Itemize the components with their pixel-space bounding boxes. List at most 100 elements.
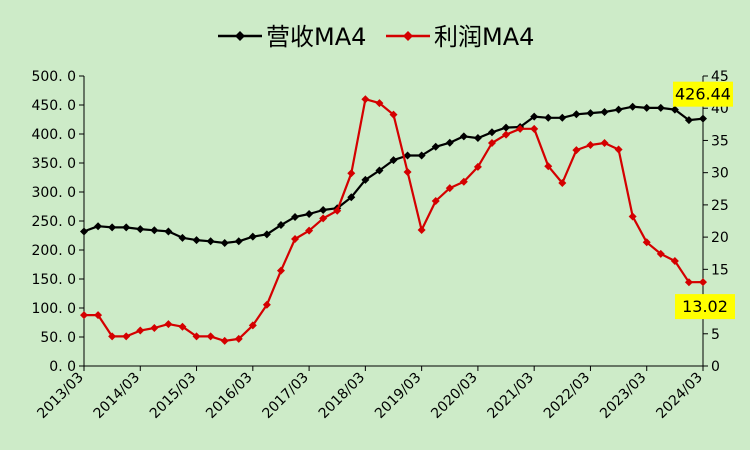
- data-point: [276, 266, 285, 275]
- data-point: [699, 278, 707, 287]
- data-point: [248, 232, 257, 241]
- y-right-tick-label: 45: [711, 69, 729, 85]
- data-point: [699, 114, 707, 123]
- data-point: [614, 105, 623, 114]
- data-point: [178, 233, 187, 242]
- data-point: [136, 326, 145, 335]
- data-point: [248, 321, 257, 330]
- data-point: [164, 320, 173, 329]
- data-point: [403, 151, 412, 160]
- x-tick-label: 2017/03: [259, 370, 311, 422]
- data-point: [403, 168, 412, 177]
- data-point: [319, 214, 328, 223]
- x-tick-label: 2020/03: [428, 370, 480, 422]
- y-left-tick-label: 250. 0: [31, 214, 76, 230]
- data-point: [80, 311, 88, 320]
- data-point: [445, 184, 454, 193]
- data-point: [108, 332, 117, 341]
- data-point: [192, 332, 201, 341]
- y-right-tick-label: 20: [711, 230, 729, 246]
- data-point: [361, 175, 370, 184]
- data-point: [234, 237, 243, 246]
- y-left-tick-label: 300. 0: [31, 185, 76, 201]
- data-point: [431, 142, 440, 151]
- data-point: [459, 132, 468, 141]
- y-right-tick-label: 15: [711, 262, 729, 278]
- data-point: [122, 223, 131, 232]
- data-point: [361, 95, 370, 104]
- legend-marker: [235, 31, 245, 41]
- y-right-tick-label: 25: [711, 198, 729, 214]
- data-point: [375, 166, 384, 175]
- data-point: [262, 300, 271, 309]
- callouts: 426.44 13.02: [673, 81, 735, 320]
- data-point: [305, 226, 314, 235]
- data-point: [276, 221, 285, 230]
- data-point: [502, 130, 511, 139]
- data-point: [305, 210, 314, 219]
- data-point: [291, 212, 300, 221]
- x-tick-label: 2016/03: [203, 370, 255, 422]
- data-point: [600, 107, 609, 116]
- y-left-tick-label: 0. 0: [49, 359, 76, 375]
- legend-marker: [403, 31, 413, 41]
- axes: 0. 0 50. 0 100. 0 150. 0 200. 0 250. 0 300. 0 3…: [31, 69, 728, 422]
- y-left-tick-label: 150. 0: [31, 272, 76, 288]
- data-point: [136, 225, 145, 234]
- data-point: [108, 223, 117, 232]
- data-point: [80, 227, 88, 236]
- data-point: [333, 206, 342, 215]
- y-left-tick-label: 500. 0: [31, 69, 76, 85]
- data-point: [487, 139, 496, 148]
- data-point: [94, 222, 103, 231]
- y-left-tick-label: 450. 0: [31, 98, 76, 114]
- x-tick-label: 2014/03: [91, 370, 143, 422]
- data-point: [262, 230, 271, 239]
- data-point: [530, 112, 539, 121]
- data-point: [375, 99, 384, 108]
- y-left-tick-label: 350. 0: [31, 156, 76, 172]
- y-left-tick-label: 50. 0: [40, 330, 76, 346]
- data-point: [572, 146, 581, 155]
- y-left-tick-label: 100. 0: [31, 301, 76, 317]
- callout-box: [673, 81, 733, 107]
- data-point: [586, 140, 595, 149]
- data-point: [530, 124, 539, 133]
- y-left-tick-label: 200. 0: [31, 243, 76, 259]
- data-point: [670, 256, 679, 265]
- y-right-tick-label: 5: [711, 327, 720, 343]
- y-right-tick-label: 30: [711, 166, 729, 182]
- data-point: [417, 226, 426, 235]
- x-tick-label: 2018/03: [316, 370, 368, 422]
- data-point: [206, 237, 215, 246]
- data-point: [558, 113, 567, 122]
- data-point: [459, 177, 468, 186]
- data-point: [220, 239, 229, 248]
- data-point: [642, 103, 651, 112]
- data-point: [164, 227, 173, 236]
- data-point: [431, 197, 440, 206]
- data-point: [347, 169, 356, 178]
- x-tick-label: 2023/03: [597, 370, 649, 422]
- y-right-tick-label: 0: [711, 359, 720, 375]
- series-line-1: [83, 105, 704, 245]
- data-point: [234, 334, 243, 343]
- series-line-2: [84, 98, 704, 342]
- data-point: [445, 138, 454, 147]
- data-point: [487, 128, 496, 137]
- data-point: [614, 145, 623, 154]
- data-point: [572, 110, 581, 119]
- x-tick-label: 2022/03: [541, 370, 593, 422]
- y-right-tick-label: 35: [711, 133, 729, 149]
- data-point: [656, 249, 665, 258]
- legend-label: 营收MA4: [266, 23, 366, 51]
- data-point: [670, 105, 679, 114]
- data-point: [389, 156, 398, 165]
- callout-box: [675, 294, 735, 320]
- data-point: [544, 162, 553, 171]
- x-tick-label: 2019/03: [372, 370, 424, 422]
- x-tick-label: 2015/03: [147, 370, 199, 422]
- data-point: [586, 109, 595, 118]
- data-point: [178, 322, 187, 331]
